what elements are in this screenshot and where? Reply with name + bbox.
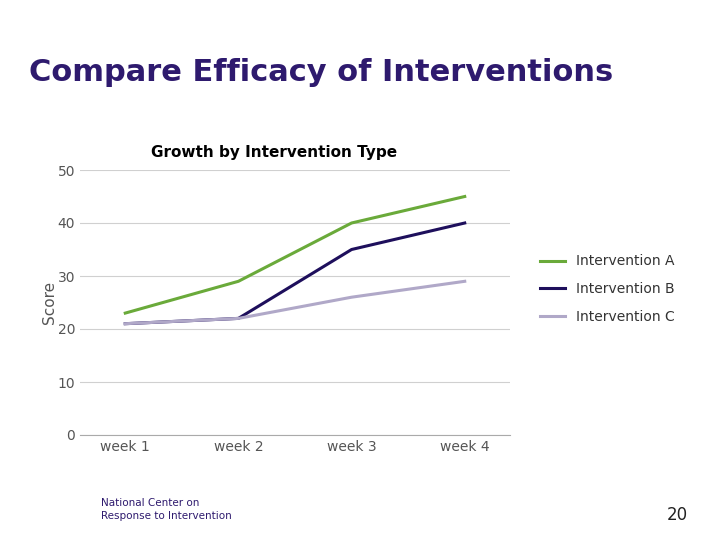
Text: Growth by Intervention Type: Growth by Intervention Type — [150, 145, 397, 160]
Text: 20: 20 — [667, 507, 688, 524]
Legend: Intervention A, Intervention B, Intervention C: Intervention A, Intervention B, Interven… — [534, 249, 680, 330]
Text: National Center on
Response to Intervention: National Center on Response to Intervent… — [101, 498, 232, 521]
Text: Compare Efficacy of Interventions: Compare Efficacy of Interventions — [29, 58, 613, 87]
Y-axis label: Score: Score — [42, 281, 57, 324]
